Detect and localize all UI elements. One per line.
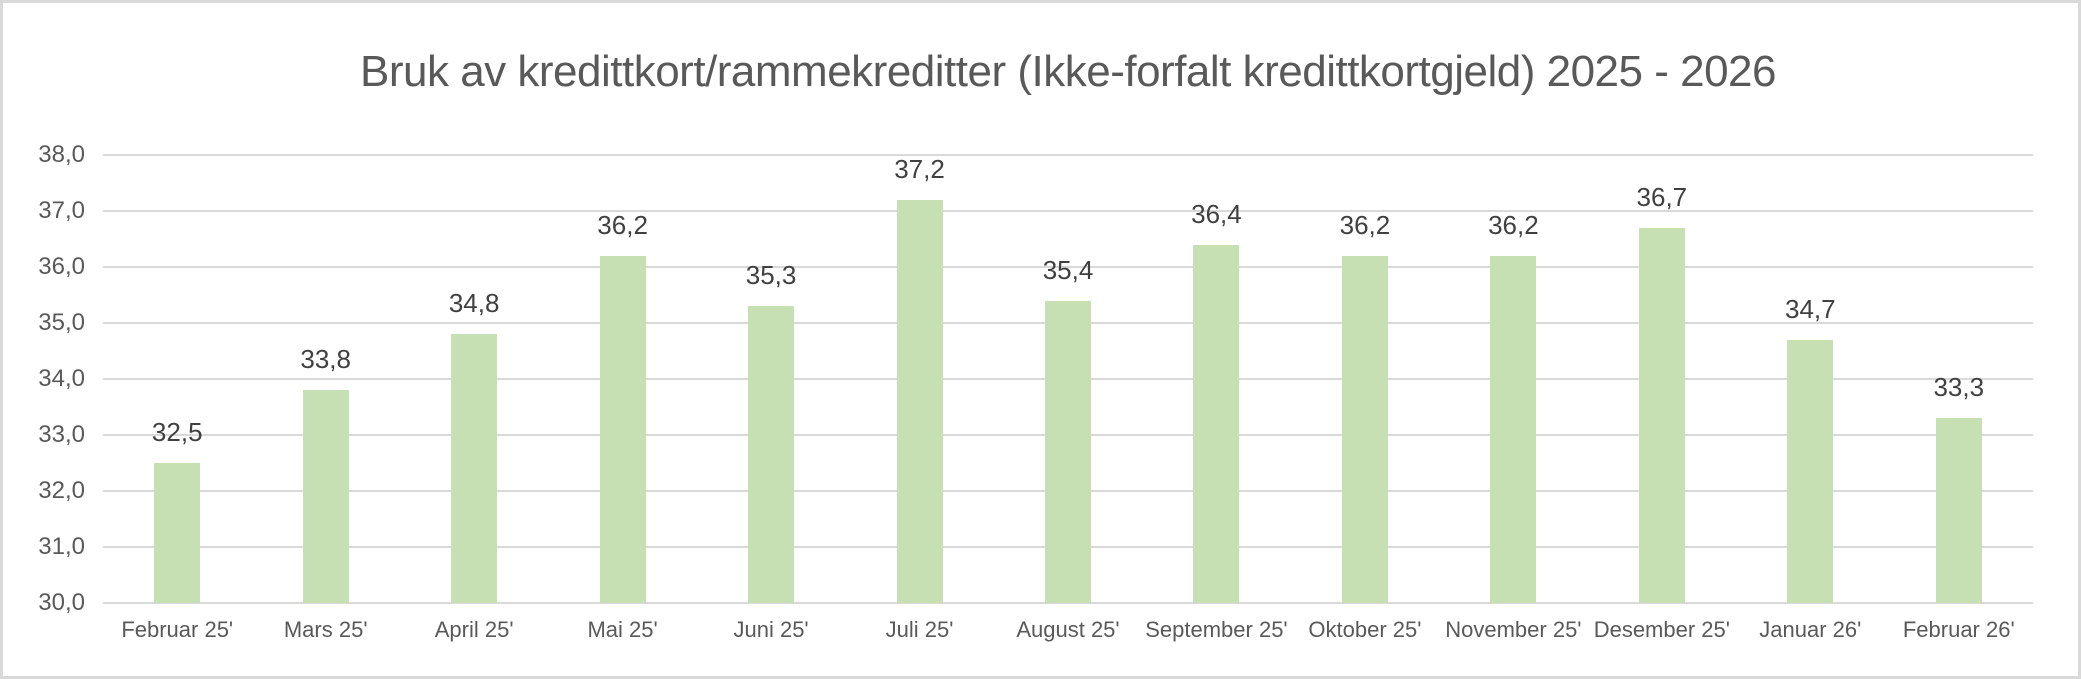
y-axis-tick-label: 30,0 <box>38 589 85 616</box>
x-axis-category-label: November 25' <box>1445 617 1582 642</box>
gridline <box>103 266 2033 268</box>
x-axis-category-label: Februar 26' <box>1902 617 2015 642</box>
bar-data-label: 33,3 <box>1933 372 1985 403</box>
bar-slot: 36,2 <box>548 155 696 603</box>
bar <box>748 306 795 603</box>
bar-slot: 35,3 <box>697 155 845 603</box>
bar-slot: 35,4 <box>994 155 1142 603</box>
bar <box>1935 418 1982 603</box>
y-axis-tick-label: 36,0 <box>38 253 85 280</box>
bar <box>1490 255 1537 603</box>
y-axis-tick-label: 37,0 <box>38 197 85 224</box>
x-axis-category-label: September 25' <box>1145 617 1288 642</box>
y-axis-tick-label: 38,0 <box>38 141 85 168</box>
x-axis-category-label: Mars 25' <box>283 617 368 642</box>
bar-data-label: 34,7 <box>1784 293 1836 324</box>
x-axis-category-label: Desember 25' <box>1593 617 1730 642</box>
bar-slot: 33,8 <box>251 155 399 603</box>
bar-slot: 36,2 <box>1291 155 1439 603</box>
bar <box>154 463 201 603</box>
bar-data-label: 37,2 <box>894 153 945 184</box>
y-axis-tick-label: 33,0 <box>38 421 85 448</box>
bar <box>302 390 349 603</box>
bar-data-label: 32,5 <box>151 417 203 447</box>
bar <box>1787 339 1834 603</box>
bar <box>451 334 498 603</box>
bar-slot: 32,5 <box>103 155 251 603</box>
bar-data-label: 33,8 <box>300 344 351 375</box>
bar-data-label: 34,8 <box>448 288 500 319</box>
gridline <box>103 154 2033 156</box>
x-axis-category-label: Juni 25' <box>733 617 809 642</box>
plot-area: 32,5 33,8 34,8 36,2 35,3 37,2 35,4 36,4 36,2 36,2… <box>103 153 2033 604</box>
bar-slot: 34,7 <box>1736 155 1884 603</box>
bar-slot: 37,2 <box>845 153 993 603</box>
bar <box>1638 227 1685 603</box>
bar-slot: 36,2 <box>1439 155 1587 603</box>
bar-slot: 34,8 <box>400 155 548 603</box>
bar-data-label: 36,7 <box>1636 181 1688 212</box>
y-axis-tick-label: 35,0 <box>38 309 85 336</box>
x-axis-category-label: August 25' <box>1016 617 1120 642</box>
x-axis-category-label: Januar 26' <box>1759 617 1862 642</box>
bar-data-label: 35,4 <box>1042 254 1094 285</box>
bar-data-label: 35,3 <box>745 260 797 291</box>
x-axis-category-label: Juli 25' <box>885 617 954 642</box>
bar-slot: 33,3 <box>1885 155 2033 603</box>
bar <box>599 255 646 603</box>
bar-data-label: 36,2 <box>1339 209 1391 240</box>
x-axis-category-label: Oktober 25' <box>1308 617 1422 642</box>
chart-title: Bruk av kredittkort/rammekreditter (Ikke… <box>360 47 1777 96</box>
bar <box>1044 300 1091 603</box>
y-axis-tick-label: 34,0 <box>38 365 85 392</box>
x-axis-category-label: April 25' <box>434 617 514 642</box>
bar <box>1193 244 1240 603</box>
bar-slot: 36,7 <box>1588 155 1736 603</box>
y-axis-tick-label: 32,0 <box>38 477 85 504</box>
y-axis-tick-label: 31,0 <box>38 533 85 560</box>
bar-data-label: 36,2 <box>597 209 648 240</box>
gridline <box>103 602 2033 604</box>
x-axis-category-label: Mai 25' <box>587 617 658 642</box>
bar <box>1341 255 1388 603</box>
bar-data-label: 36,2 <box>1488 209 1539 240</box>
x-axis-category-label: Februar 25' <box>121 617 234 642</box>
bar <box>896 199 943 603</box>
gridline <box>103 210 2033 212</box>
bar-slot: 36,4 <box>1142 155 1290 603</box>
bar-data-label: 36,4 <box>1191 198 1242 229</box>
